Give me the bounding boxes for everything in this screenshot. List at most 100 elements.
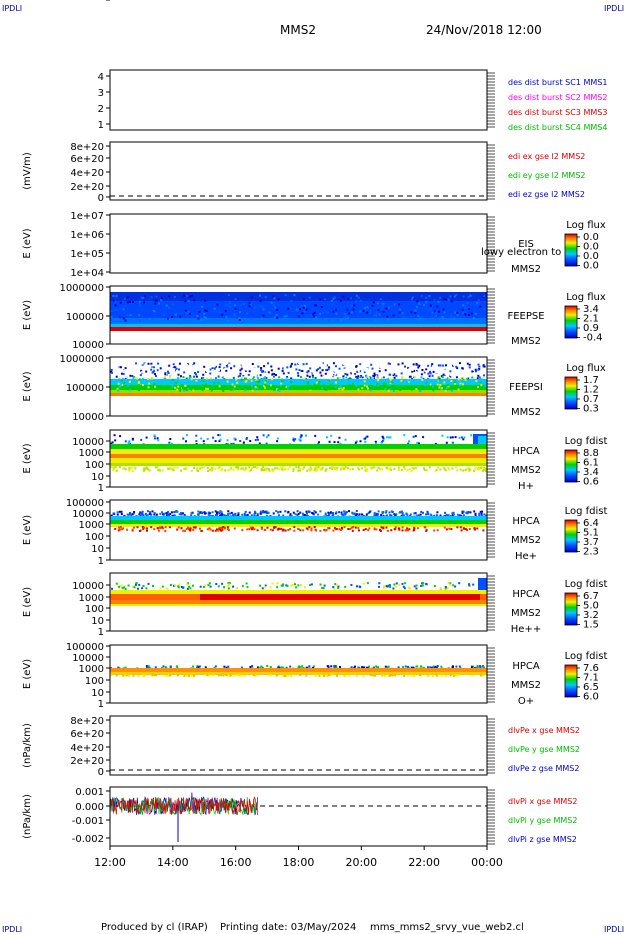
spectrogram-pixel [465, 318, 468, 321]
spectrogram-pixel [389, 378, 392, 381]
spectrogram-pixel [153, 369, 156, 372]
spectrogram-pixel [226, 439, 229, 442]
spectrogram-pixel [169, 438, 172, 440]
spectrogram-pixel [434, 665, 437, 668]
spectrogram-pixel [118, 510, 121, 513]
spectrogram-pixel [433, 585, 436, 587]
spectrogram-pixel [466, 302, 469, 304]
spectrogram-pixel [376, 469, 379, 472]
spectrogram-pixel [211, 373, 214, 376]
y-tick-label: 1 [98, 699, 104, 710]
spectrogram-pixel [376, 514, 379, 517]
spectrogram-pixel [293, 526, 296, 529]
spectrogram-pixel [271, 373, 274, 376]
spectrogram-pixel [408, 379, 411, 382]
spectrogram-pixel [299, 308, 301, 311]
spectrogram-pixel [463, 436, 466, 439]
spectrogram-pixel [165, 514, 168, 517]
spectrogram-pixel [462, 438, 465, 441]
spectrogram-pixel [448, 376, 450, 379]
spectrogram-pixel [443, 375, 446, 378]
spectrogram-pixel [202, 373, 205, 376]
spectrogram-pixel [319, 467, 322, 470]
spectrogram-band [110, 672, 487, 675]
spectrogram-pixel [221, 527, 224, 530]
spectrogram-pixel [112, 299, 115, 302]
spectrogram-pixel [260, 369, 263, 372]
spectrogram-pixel [211, 469, 214, 472]
spectrogram-pixel [318, 441, 320, 444]
spectrogram-pixel [186, 583, 189, 586]
spectrogram-pixel [302, 363, 305, 366]
spectrogram-pixel [223, 527, 226, 530]
spectrogram-pixel [277, 383, 280, 386]
x-tick-label: 12:00 [94, 856, 126, 869]
spectrogram-band [110, 327, 487, 331]
spectrogram-pixel [477, 386, 479, 389]
spectrogram-pixel [185, 466, 187, 469]
spectrogram-pixel [277, 367, 280, 370]
spectrogram-pixel [277, 511, 279, 514]
spectrogram-pixel [265, 373, 268, 375]
spectrogram-pixel [398, 303, 401, 306]
spectrogram-pixel [456, 526, 459, 529]
spectrogram-pixel [209, 585, 212, 588]
spectrogram-pixel [482, 363, 485, 366]
spectrogram-pixel [165, 304, 168, 307]
spectrogram-pixel [239, 365, 242, 368]
spectrogram-pixel [305, 527, 308, 530]
spectrogram-pixel [124, 369, 127, 372]
spectrogram-pixel [303, 586, 306, 589]
spectrogram-pixel [440, 375, 443, 378]
spectrogram-pixel [147, 582, 150, 585]
spectrogram-pixel [324, 298, 327, 301]
spectrogram-pixel [115, 469, 118, 472]
spectrogram-pixel [269, 674, 272, 677]
spectrogram-pixel [411, 364, 414, 366]
spectrogram-pixel [321, 387, 324, 390]
spectrogram-pixel [111, 441, 114, 444]
spectrogram-pixel [235, 466, 238, 469]
legend-entry: des dist burst SC4 MMS4 [508, 123, 607, 132]
spectrogram-pixel [429, 367, 432, 370]
spectrogram-pixel [243, 674, 246, 677]
spectrogram-pixel [437, 301, 440, 303]
spectrogram-pixel [381, 308, 384, 311]
spectrogram-pixel [414, 376, 417, 379]
spectrogram-pixel [349, 527, 352, 530]
spectrogram-pixel [117, 317, 120, 320]
spectrogram-pixel [139, 511, 142, 514]
spectrogram-pixel [185, 440, 187, 443]
spectrogram-pixel [461, 512, 464, 514]
spectrogram-pixel [403, 468, 406, 471]
spectrogram-pixel [314, 377, 317, 379]
spectrogram-pixel [199, 373, 202, 375]
spectrogram-pixel [482, 529, 485, 532]
spectrogram-pixel [228, 583, 230, 586]
spectrogram-pixel [333, 587, 336, 590]
panel-label: HPCA [512, 589, 540, 600]
spectrogram-pixel [232, 442, 235, 445]
spectrogram-pixel [193, 674, 195, 677]
spectrogram-pixel [418, 365, 421, 367]
spectrogram-pixel [477, 299, 480, 302]
spectrogram-pixel [216, 528, 218, 531]
spectrogram-pixel [116, 387, 119, 390]
spectrogram-band [110, 600, 487, 604]
spectrogram-pixel [241, 585, 244, 588]
spectrogram-pixel [310, 529, 313, 532]
spectrogram-pixel [344, 513, 347, 516]
spectrogram-pixel [223, 665, 226, 668]
spectrogram-pixel [335, 511, 338, 514]
spectrogram-pixel [332, 529, 335, 532]
spectrogram-pixel [266, 436, 268, 439]
spectrogram-pixel [174, 584, 177, 587]
spectrogram-pixel [129, 301, 132, 303]
y-tick-label: 0.000 [75, 802, 104, 813]
spectrogram-pixel [223, 514, 226, 517]
spectrogram-pixel [390, 529, 393, 532]
spectrogram-pixel [208, 582, 211, 585]
spectrogram-pixel [214, 440, 217, 443]
spectrogram-pixel [260, 665, 263, 668]
spectrogram-pixel [475, 370, 478, 373]
